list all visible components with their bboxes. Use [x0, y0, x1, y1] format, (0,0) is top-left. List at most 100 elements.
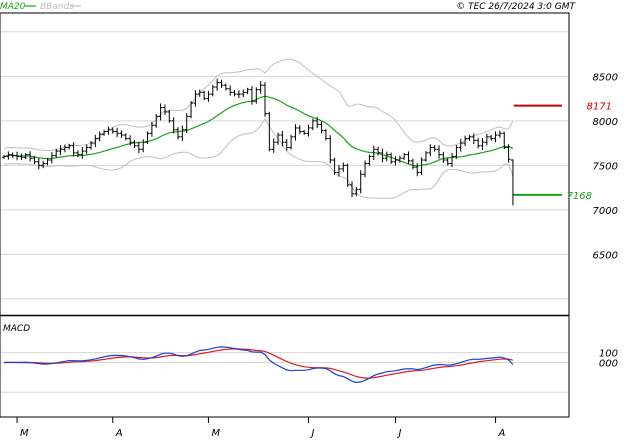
month-label: J: [397, 428, 402, 439]
price-bar: [315, 116, 320, 129]
price-bar: [184, 113, 189, 133]
price-bar: [206, 90, 211, 102]
price-bar: [510, 159, 515, 206]
price-bar: [402, 153, 407, 160]
price-bar: [363, 160, 368, 178]
price-bar: [71, 142, 76, 157]
price-bar: [219, 79, 224, 88]
price-bar: [450, 152, 455, 168]
chart-frame: [0, 12, 570, 418]
price-bar: [410, 158, 415, 170]
price-bar: [463, 135, 468, 147]
price-bar: [145, 131, 150, 145]
price-bar: [415, 163, 420, 177]
macd-signal-line: [4, 348, 514, 379]
price-bars: [2, 78, 515, 206]
price-bar: [328, 135, 333, 164]
price-bar: [210, 84, 215, 97]
resistance-level-label: 8171: [587, 102, 612, 113]
price-bar: [323, 128, 328, 141]
price-bar: [484, 133, 489, 146]
price-bar: [310, 118, 315, 131]
price-bar: [54, 148, 59, 158]
price-bar: [132, 139, 137, 149]
price-bar: [254, 87, 259, 104]
price-bar: [471, 133, 476, 145]
month-label: A: [115, 428, 123, 439]
price-bar: [89, 141, 93, 150]
copyright-text: © TEC 26/7/2024 3:0 GMT: [456, 2, 576, 12]
price-bar: [289, 134, 294, 150]
price-bar: [128, 135, 133, 146]
price-bar: [454, 145, 459, 159]
price-bar: [241, 89, 246, 98]
ma20-line: [3, 95, 514, 167]
price-bar: [141, 139, 146, 153]
ma-legend-label: MA20: [0, 2, 26, 12]
price-bar: [350, 181, 354, 198]
support-level-label: 7168: [567, 191, 592, 202]
price-bar: [302, 129, 307, 135]
price-bar: [6, 151, 11, 160]
price-bar: [345, 163, 350, 187]
price-bar: [376, 146, 381, 156]
price-bar: [489, 134, 494, 141]
price-bar: [158, 103, 163, 121]
macd-lines: [3, 346, 514, 384]
price-bar: [271, 138, 276, 153]
price-bar: [115, 127, 120, 138]
price-bar: [336, 164, 341, 177]
price-bar: [215, 78, 220, 91]
price-bar: [236, 90, 241, 99]
price-bar: [380, 148, 385, 163]
price-bar: [232, 90, 237, 97]
price-bar: [389, 152, 394, 164]
price-bar: [176, 127, 180, 140]
macd-line: [3, 346, 514, 384]
price-bar: [293, 124, 298, 141]
price-bar: [245, 87, 250, 95]
bands-legend-label: BBands: [40, 2, 74, 12]
price-tick-label: 8000: [593, 117, 618, 128]
price-bar: [397, 155, 402, 163]
price-bar: [36, 157, 41, 170]
price-tick-label: 8500: [593, 72, 618, 83]
price-bar: [437, 145, 441, 159]
price-bar: [106, 126, 111, 135]
price-bar: [476, 137, 481, 149]
price-tick-label: 7500: [593, 161, 618, 172]
macd-panel-title: MACD: [3, 324, 30, 334]
price-bar: [62, 144, 67, 153]
price-bar: [228, 85, 233, 96]
price-bar: [354, 186, 359, 197]
price-bar: [28, 151, 33, 162]
macd-tick-label: 100: [599, 349, 618, 360]
price-bar: [276, 132, 281, 145]
price-bar: [119, 130, 124, 138]
price-bar: [371, 145, 376, 161]
price-levels: 8171 7168: [514, 102, 612, 202]
price-bar: [97, 131, 102, 142]
upper-band-line: [3, 58, 514, 152]
lower-band-line: [3, 118, 514, 199]
price-bar: [284, 139, 289, 151]
month-label: M: [20, 428, 29, 439]
price-bar: [419, 157, 424, 176]
price-tick-label: 7000: [593, 206, 618, 217]
price-bar: [189, 100, 194, 119]
price-bar: [263, 82, 267, 117]
price-bar: [84, 144, 89, 155]
price-bar: [197, 89, 202, 97]
price-tick-label: 6500: [593, 250, 618, 261]
price-bar: [102, 129, 107, 136]
price-bar: [41, 160, 46, 169]
price-gridlines: [1, 31, 568, 300]
price-bar: [154, 113, 159, 128]
price-bar: [110, 127, 115, 134]
price-bar: [32, 155, 37, 165]
price-bar: [332, 157, 337, 175]
price-bar: [167, 109, 172, 123]
price-bar: [341, 162, 346, 172]
